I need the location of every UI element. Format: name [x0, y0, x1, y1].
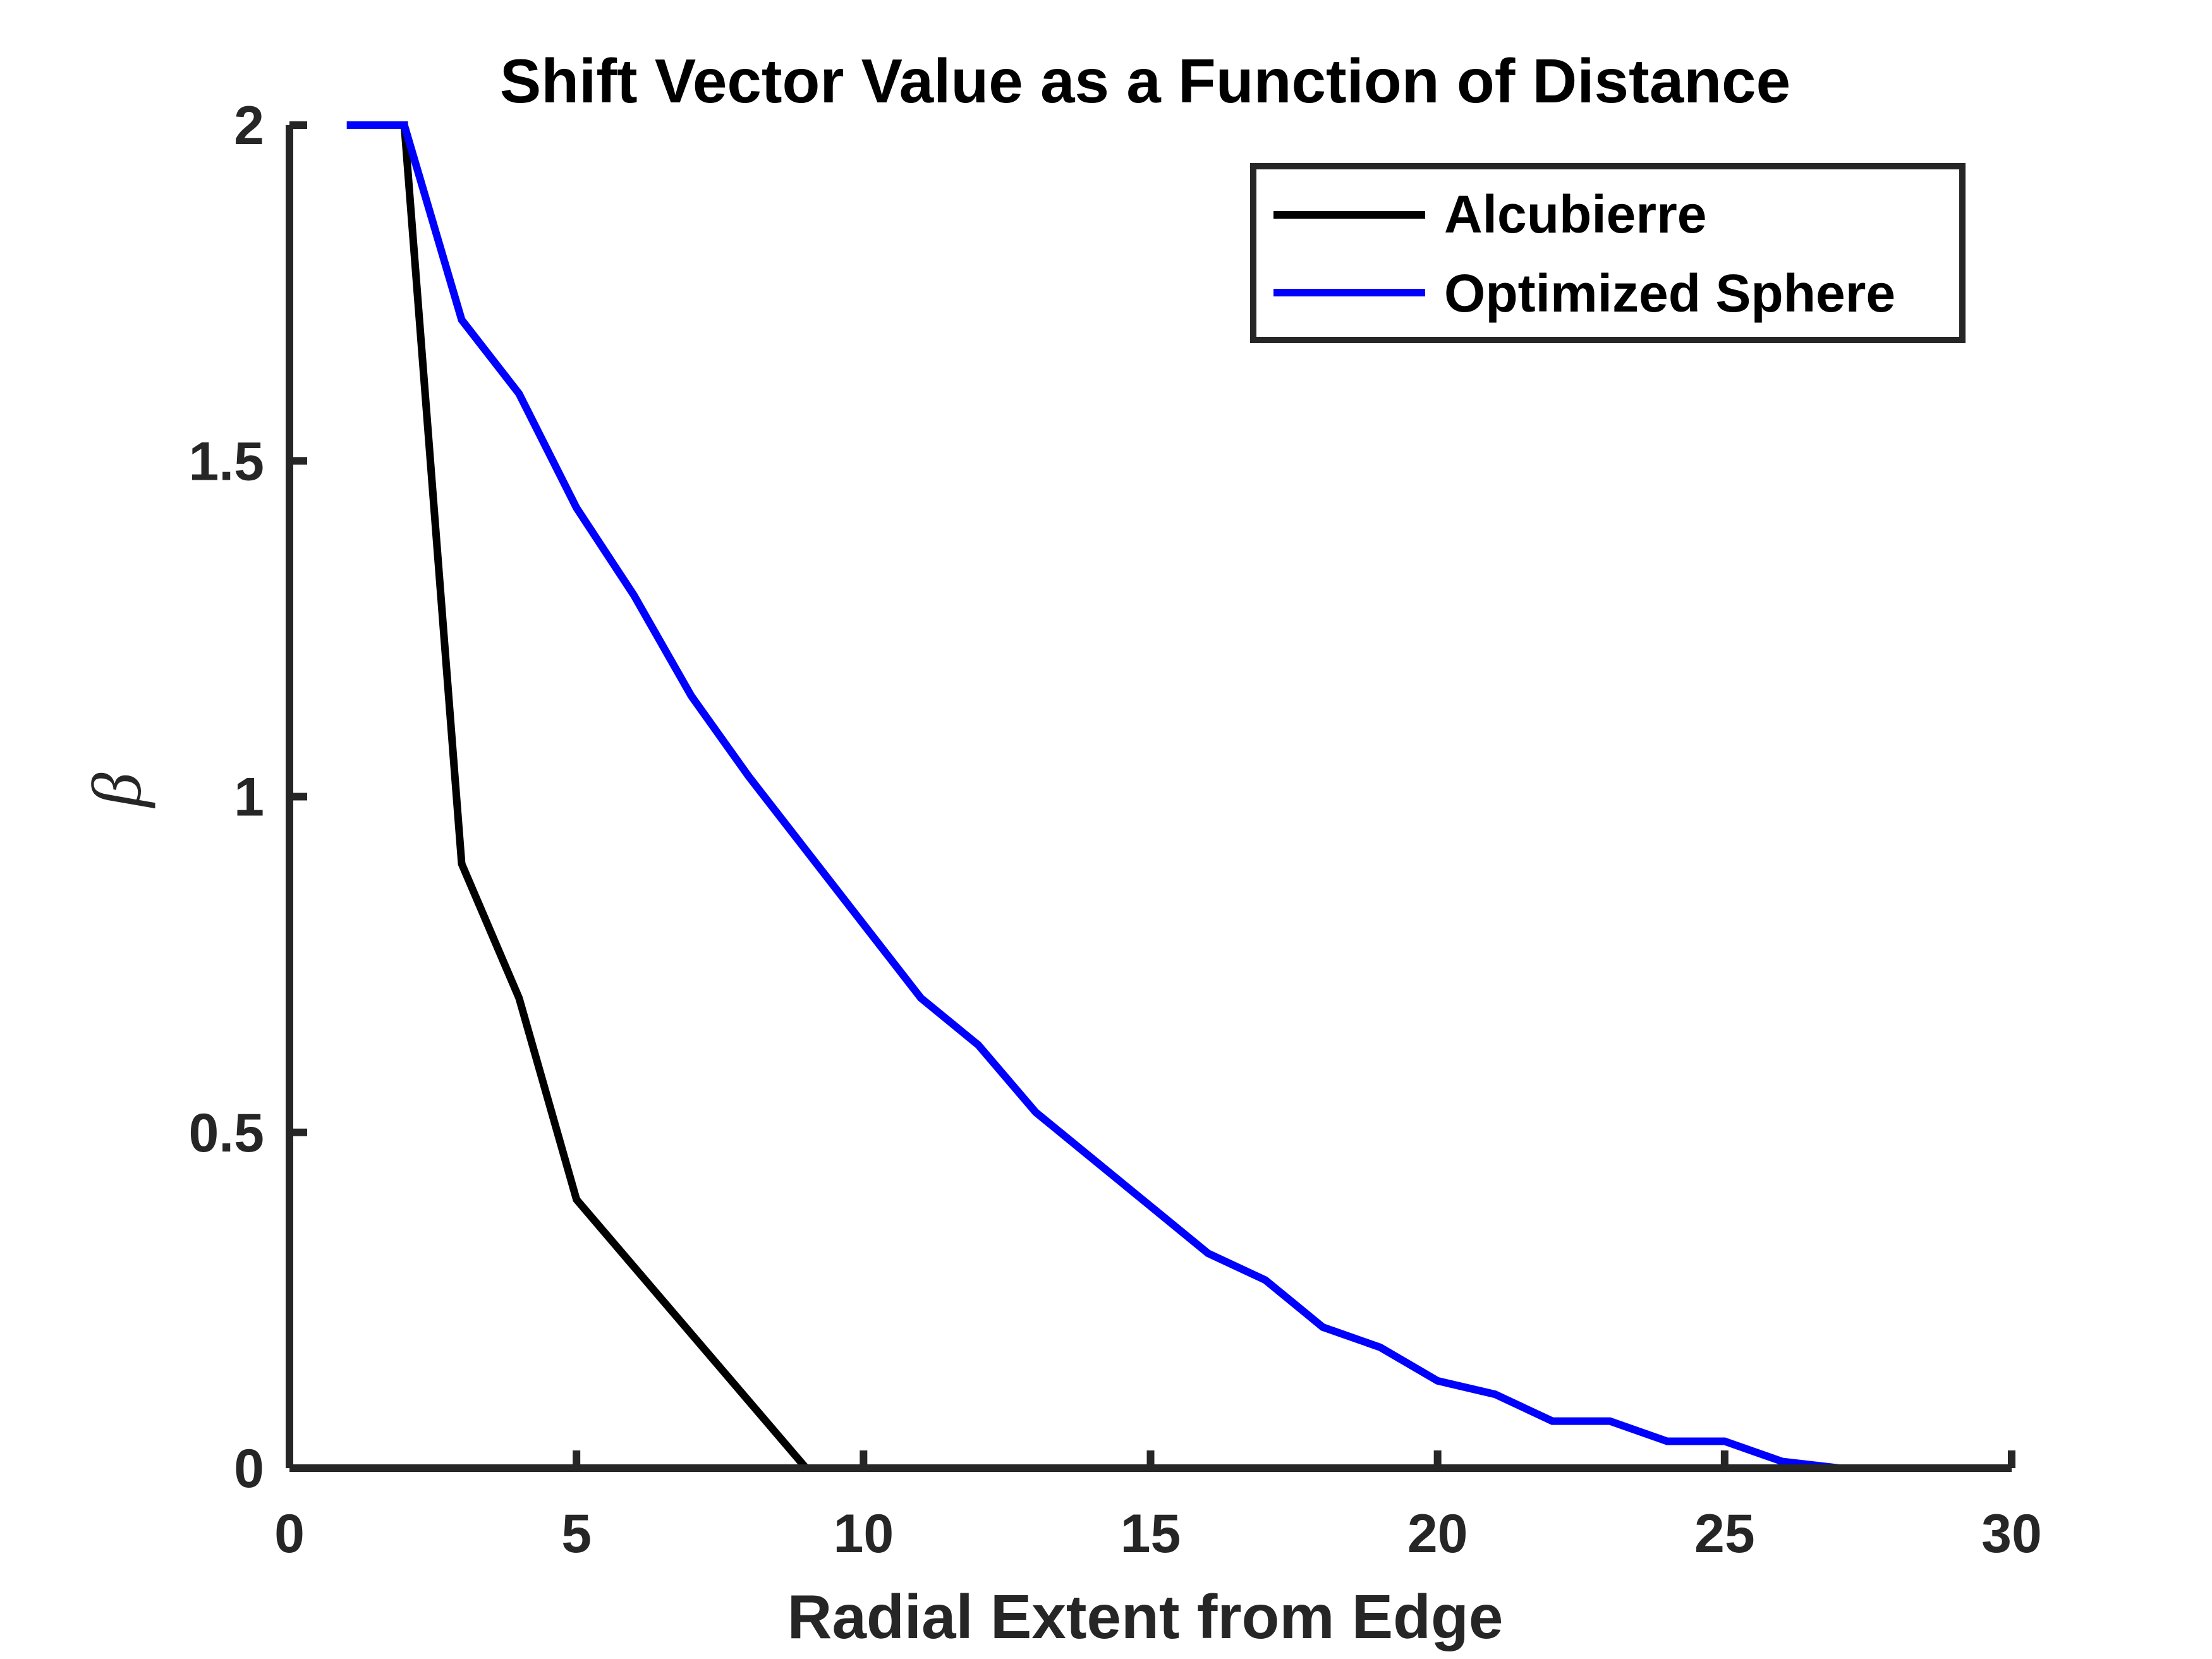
legend: Alcubierre Optimized Sphere	[1250, 163, 1966, 343]
y-tick-label: 1	[234, 767, 264, 828]
y-tick-label: 0	[234, 1438, 264, 1499]
x-tick-label: 20	[1407, 1504, 1468, 1564]
y-tick-label: 2	[234, 95, 264, 156]
x-tick-label: 5	[561, 1504, 592, 1564]
y-axis-label: β	[78, 772, 155, 808]
x-tick-label: 25	[1694, 1504, 1755, 1564]
plot-area: 0 5 10 15 20 25 30 0 0.5 1 1.5 2	[188, 95, 2041, 1564]
x-tick-label: 15	[1121, 1504, 1181, 1564]
legend-label-optimized-sphere: Optimized Sphere	[1444, 264, 1895, 323]
x-tick-label: 0	[274, 1504, 305, 1564]
x-axis-label: Radial Extent from Edge	[787, 1582, 1504, 1651]
x-tick-label: 30	[1981, 1504, 2042, 1564]
y-tick-label: 0.5	[188, 1103, 264, 1164]
chart-title: Shift Vector Value as a Function of Dist…	[500, 46, 1790, 116]
series-line-optimized-sphere	[346, 121, 1840, 1472]
legend-box	[1250, 163, 1966, 343]
x-tick-label: 10	[833, 1504, 894, 1564]
legend-label-alcubierre: Alcubierre	[1444, 185, 1707, 244]
y-tick-label: 1.5	[188, 431, 264, 492]
